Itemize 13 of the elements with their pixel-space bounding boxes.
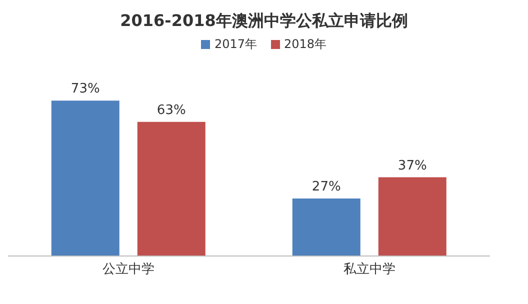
bar (378, 177, 446, 256)
chart-title: 2016-2018年澳洲中学公私立申请比例 (119, 10, 409, 32)
bar (292, 198, 360, 256)
bar (137, 122, 206, 256)
x-tick-label: 公立中学 (102, 261, 154, 278)
data-label: 27% (312, 180, 341, 195)
legend-label: 2018年 (283, 36, 327, 52)
data-label: 73% (70, 82, 100, 97)
data-label: 63% (156, 102, 186, 118)
x-tick-label: 私立中学 (344, 261, 396, 278)
data-label: 37% (398, 158, 427, 174)
bar (51, 100, 120, 256)
legend-label: 2017年 (213, 36, 257, 52)
